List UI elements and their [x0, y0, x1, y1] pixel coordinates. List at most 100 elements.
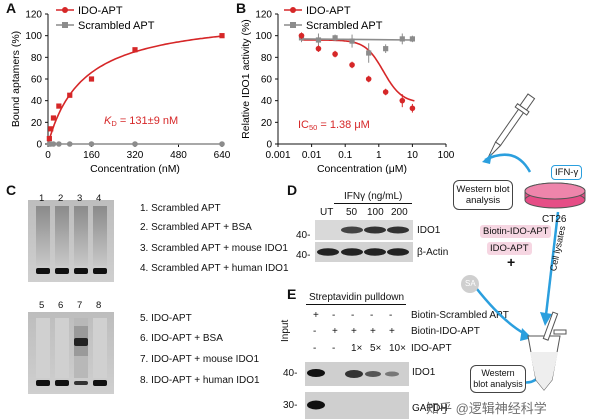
pulldown-row-label: Biotin-IDO-APT	[411, 326, 480, 337]
legend-marker-scrambled-b	[290, 22, 296, 28]
petri-dish-icon	[524, 182, 586, 209]
ifn-box: IFN-γ	[551, 165, 583, 180]
y-tick-label-a: 120	[25, 10, 42, 21]
x-tick-label-b: 100	[438, 150, 455, 161]
gel-legend-7: 7. IDO-APT + mouse IDO1	[140, 354, 260, 365]
band-actin-50	[341, 248, 363, 256]
pulldown-mark: +	[332, 326, 338, 337]
pulldown-mark: +	[351, 326, 357, 337]
gel-bottom-lane-6: 6	[58, 300, 64, 311]
point-ido-apt-b	[409, 105, 416, 112]
pulldown-mark: +	[313, 310, 319, 321]
blot-e-gapdh-label: GAPDH	[412, 403, 448, 414]
pulldown-mark: -	[389, 310, 393, 321]
ifn-header: IFNγ (ng/mL)	[344, 191, 403, 202]
y-tick-label-a: 60	[31, 75, 43, 86]
x-tick-label-b: 10	[407, 150, 419, 161]
pulldown-mark: 10×	[389, 343, 406, 354]
blot-d-ido1-label: IDO1	[417, 225, 441, 236]
x-axis-label-a: Concentration (nM)	[90, 163, 180, 175]
gel-top-image	[28, 200, 114, 282]
point-ido-apt-b	[399, 97, 406, 104]
pulldown-row-label: IDO-APT	[411, 343, 452, 354]
pulldown-mark: -	[313, 326, 317, 337]
point-scrambled-a	[219, 141, 225, 147]
band-e-gapdh-input	[307, 400, 325, 410]
band-ido1-100	[364, 226, 386, 234]
point-ido-apt-a	[50, 115, 57, 121]
point-scrambled-a	[88, 141, 95, 147]
gel-legend-6: 6. IDO-APT + BSA	[140, 333, 223, 344]
pulldown-mark: +	[389, 326, 395, 337]
y-tick-label-b: 40	[261, 96, 273, 107]
ido-apt-label: IDO-APT	[487, 242, 532, 255]
lane-200: 200	[391, 207, 408, 218]
gel-bottom-lane-8: 8	[96, 300, 102, 311]
point-ido-apt-a	[56, 103, 62, 109]
x-tick-label-b: 0.1	[338, 150, 352, 161]
legend-text-ido-apt-a: IDO-APT	[78, 5, 123, 17]
blot-d	[315, 220, 413, 262]
input-label: Input	[280, 319, 291, 342]
pulldown-header-line	[306, 304, 406, 305]
mw-40-actin: 40-	[296, 250, 311, 261]
x-tick-label-b: 0.001	[265, 150, 290, 161]
point-scrambled-a	[66, 141, 73, 147]
band-e-ido1-3	[345, 370, 363, 378]
point-scrambled-b	[332, 35, 338, 41]
mw-40-e: 40-	[283, 368, 298, 379]
pulldown-mark: +	[370, 326, 376, 337]
pulldown-mark: -	[332, 343, 336, 354]
gel-top-lane-2: 2	[58, 193, 64, 204]
y-tick-label-a: 100	[25, 31, 42, 42]
panel-b-label: B	[236, 0, 247, 16]
y-tick-label-a: 40	[31, 96, 43, 107]
blot-e-ido1-label: IDO1	[412, 367, 436, 378]
band-actin-ut	[317, 248, 339, 256]
legend-text-scrambled-b: Scrambled APT	[306, 20, 383, 32]
mw-40-ido1: 40-	[296, 230, 311, 241]
point-scrambled-b	[349, 38, 355, 44]
x-tick-label-a: 640	[214, 150, 231, 161]
pulldown-mark: -	[370, 310, 374, 321]
x-tick-label-a: 320	[127, 150, 144, 161]
mw-30-e: 30-	[283, 400, 298, 411]
arrow-apt-to-tube	[469, 279, 526, 336]
sa-circle-icon	[461, 275, 479, 293]
biotin-ido-label: Biotin-IDO-APT	[480, 225, 552, 238]
western-box-top: Western blot analysis	[453, 180, 513, 210]
point-ido-apt-a	[67, 92, 73, 98]
point-ido-apt-b	[315, 45, 322, 52]
point-scrambled-b	[383, 46, 389, 52]
pulldown-header: Streptavidin pulldown	[309, 292, 405, 303]
x-tick-label-b: 1	[376, 150, 382, 161]
legend-text-scrambled-a: Scrambled APT	[78, 20, 155, 32]
x-axis-label-b: Concentration (μM)	[317, 163, 407, 175]
pulldown-mark: 1×	[351, 343, 363, 354]
band-e-ido1-5	[385, 371, 399, 377]
tube-icon	[527, 311, 567, 391]
gel-top	[28, 200, 114, 282]
point-ido-apt-b	[349, 62, 355, 68]
blot-e	[305, 362, 409, 419]
gel-top-lane-1: 1	[39, 193, 45, 204]
point-scrambled-a	[132, 141, 138, 147]
y-tick-label-a: 80	[31, 53, 43, 64]
sa-label: SA	[465, 279, 476, 288]
x-tick-label-a: 160	[83, 150, 100, 161]
pulldown-mark: 5×	[370, 343, 382, 354]
arrow-cell-lysates	[544, 211, 560, 316]
gel-bottom-lane-7: 7	[77, 300, 83, 311]
legend-marker-scrambled-a	[62, 22, 68, 28]
gel-top-lane-4: 4	[96, 193, 102, 204]
y-tick-label-a: 20	[31, 118, 43, 129]
y-tick-label-b: 60	[261, 75, 273, 86]
pulldown-mark: -	[313, 343, 317, 354]
y-tick-label-b: 120	[255, 10, 272, 21]
gel-legend-5: 5. IDO-APT	[140, 313, 192, 324]
band-actin-100	[364, 248, 386, 256]
panel-a-label: A	[6, 0, 17, 16]
gel-legend-2: 2. Scrambled APT + BSA	[140, 222, 252, 233]
panel-d-label: D	[287, 182, 298, 198]
point-ido-apt-a	[88, 76, 95, 82]
